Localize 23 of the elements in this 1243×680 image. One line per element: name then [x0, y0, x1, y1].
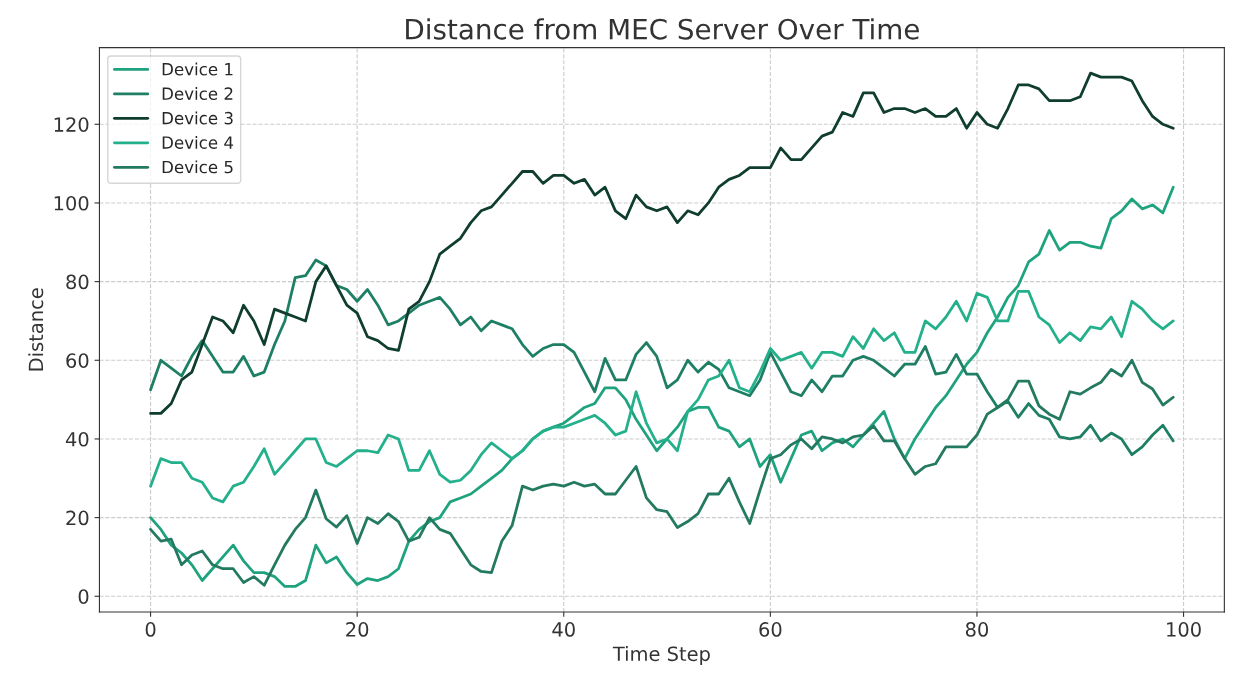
y-tick-label: 60 — [66, 353, 89, 368]
legend-label: Device 4 — [162, 135, 234, 149]
legend-label: Device 3 — [162, 111, 233, 125]
x-axis-title: Time Step — [612, 646, 710, 665]
legend-label: Device 2 — [162, 87, 233, 100]
legend-label: Device 5 — [162, 160, 233, 174]
x-tick-label: 100 — [1167, 622, 1201, 637]
y-tick-label: 80 — [66, 274, 89, 290]
y-tick-label: 100 — [54, 195, 89, 211]
y-tick-label: 120 — [54, 117, 89, 132]
x-tick-label: 40 — [552, 622, 575, 637]
x-tick-label: 60 — [759, 622, 782, 637]
line-series — [149, 185, 1175, 588]
x-tick-label: 80 — [965, 622, 989, 637]
y-tick-label: 0 — [78, 589, 89, 604]
line-series — [149, 290, 1175, 504]
x-tick-label: 20 — [346, 622, 369, 637]
chart-title: Distance from MEC Server Over Time — [406, 18, 919, 40]
y-tick-label: 40 — [65, 431, 89, 447]
y-axis-title: Distance — [28, 288, 44, 371]
legend-label: Device 1 — [162, 62, 233, 76]
y-tick-label: 20 — [66, 510, 89, 526]
x-tick-label: 0 — [145, 622, 156, 637]
